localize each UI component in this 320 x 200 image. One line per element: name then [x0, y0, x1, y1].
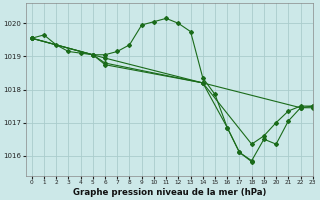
X-axis label: Graphe pression niveau de la mer (hPa): Graphe pression niveau de la mer (hPa): [73, 188, 266, 197]
